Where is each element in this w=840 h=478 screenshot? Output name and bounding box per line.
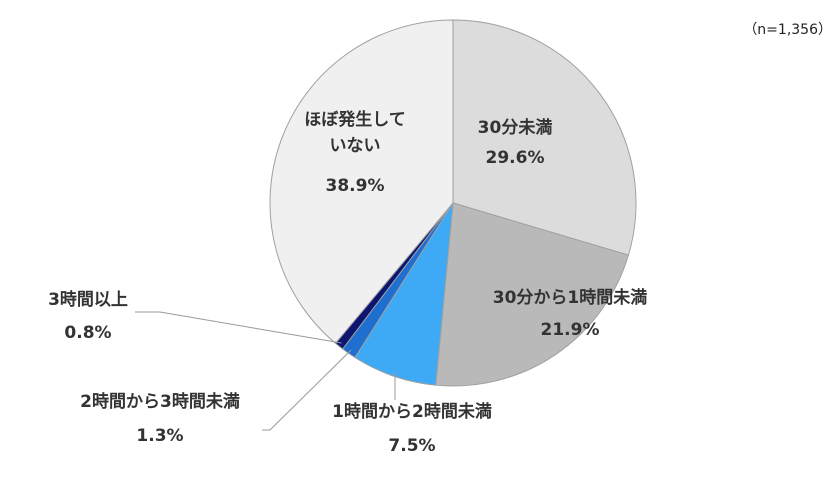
slice-label: 30分未満 [478,117,553,138]
slice-value-label: 1.3% [136,426,183,446]
slice-value-label: 38.9% [326,176,385,196]
slice-value-label: 7.5% [388,436,435,456]
slice-value-label: 0.8% [64,323,111,343]
slice-label: 30分から1時間未満 [493,287,648,308]
slice-value-label: 21.9% [541,320,600,340]
pie-slice [435,202,630,387]
slice-label-line: ほぼ発生して [304,109,406,130]
leader-line [135,311,342,344]
slice-label: 2時間から3時間未満 [80,391,240,412]
slice-label-line: いない [330,136,381,156]
slice-label: 3時間以上 [48,289,128,310]
sample-size-note: （n=1,356） [743,22,832,38]
pie-slice [269,19,454,344]
slice-label: ほぼ発生していない [304,109,406,156]
leader-line [262,349,352,431]
pie-slice [452,19,637,256]
slice-label: 1時間から2時間未満 [332,401,492,422]
slice-value-label: 29.6% [486,148,545,168]
